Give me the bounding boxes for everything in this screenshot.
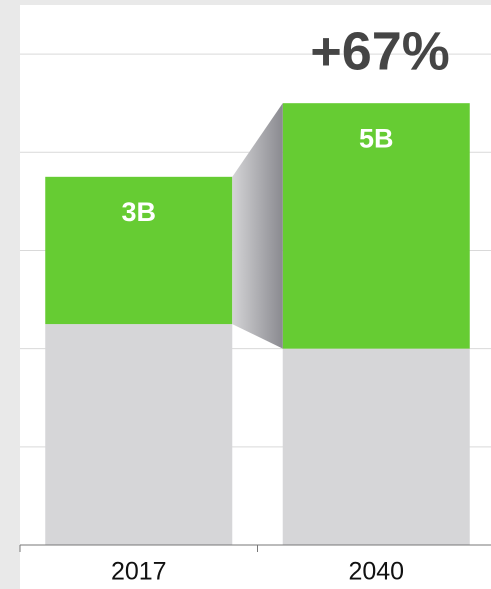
bar-segment	[45, 176, 233, 325]
left-strip	[0, 0, 20, 589]
x-tick-label: 2040	[348, 558, 404, 586]
data-label: 3B	[121, 197, 156, 227]
bar-segment	[282, 103, 470, 349]
top-strip	[20, 0, 491, 5]
annotation: +67%	[310, 21, 450, 81]
data-label: 5B	[359, 123, 394, 153]
bar-segment	[45, 324, 233, 545]
bar-segment	[282, 348, 470, 545]
marks: 3B 5B	[45, 103, 470, 545]
connector	[232, 103, 283, 349]
x-tick-label: 2017	[111, 558, 167, 586]
